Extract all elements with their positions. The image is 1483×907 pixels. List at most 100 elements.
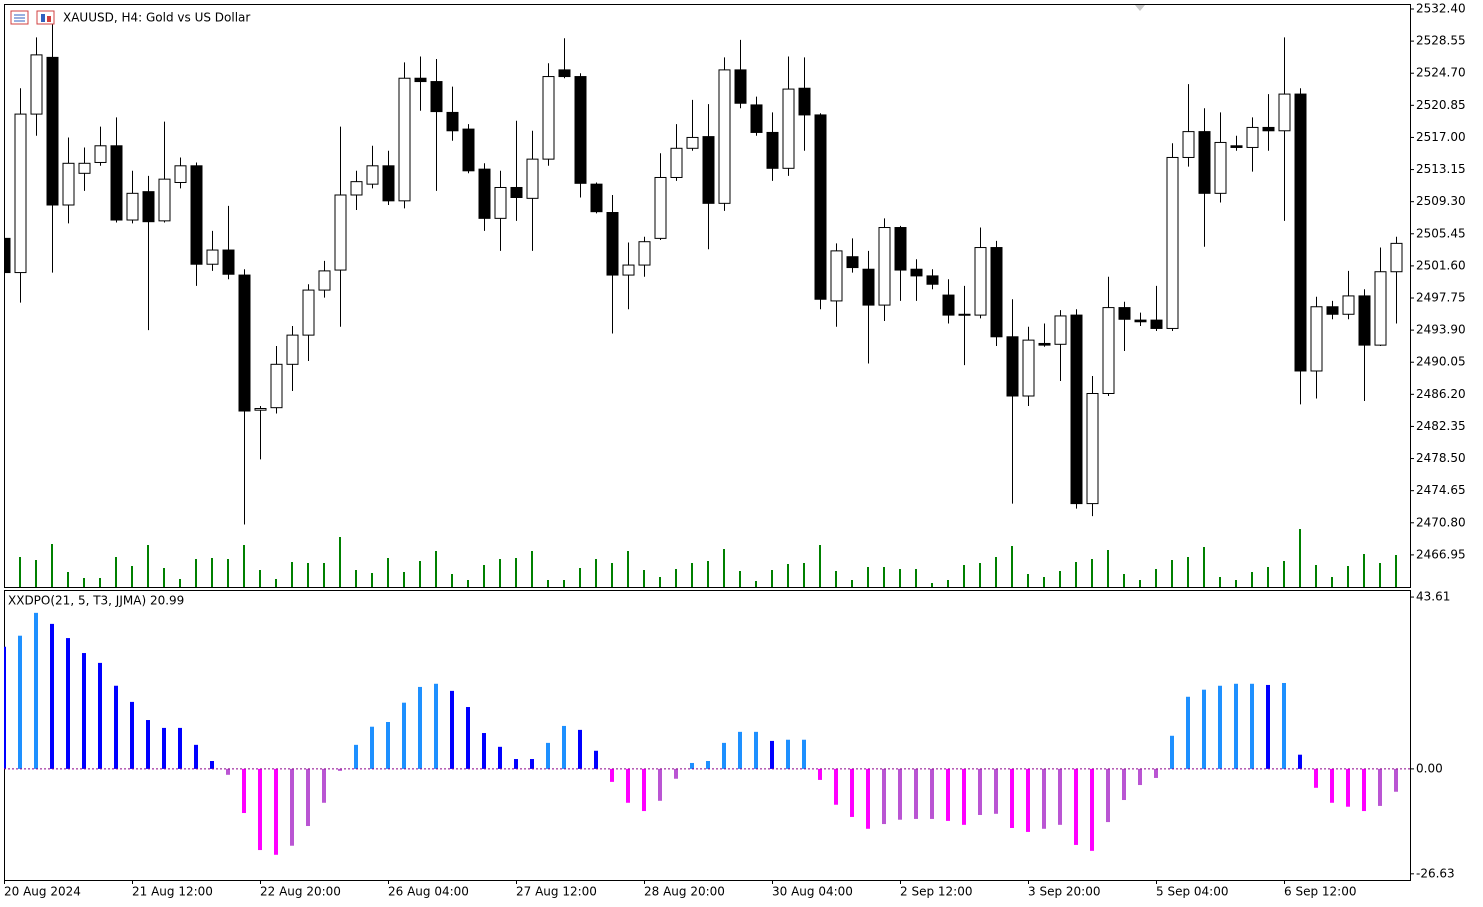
volume-bar [915,569,917,587]
indicator-bar [850,768,854,817]
candle-body [1262,126,1275,132]
x-tick-label: 20 Aug 2024 [4,885,81,899]
x-tick-label: 26 Aug 04:00 [388,885,469,899]
candle-body [734,69,747,104]
volume-bar [1075,562,1077,587]
volume-bar [1091,559,1093,587]
axes: 2532.40 2528.55 2524.70 2520.85 2517.00 2513.… [4,2,1466,899]
candle-body [782,88,795,169]
volume-bar [675,569,677,587]
x-tick-label: 6 Sep 12:00 [1284,885,1356,899]
candle-body [494,186,507,219]
volume-bar [387,558,389,587]
indicator-bar [4,646,6,769]
indicator-bar [98,662,102,769]
indicator-plot [4,612,1410,855]
icon [36,10,55,25]
volume-bar [467,580,469,587]
volume-bar [1123,574,1125,587]
x-tick-label: 5 Sep 04:00 [1156,885,1228,899]
volume-bar [707,561,709,587]
indicator-bar [818,768,822,780]
candle-body [1134,319,1147,323]
volume-bar [723,549,725,587]
candle-body [382,165,395,202]
volume-bar [515,558,517,587]
indicator-bar [626,768,630,803]
candle-body [686,136,699,149]
candle-body [1086,393,1099,505]
indicator-bar [1394,768,1398,792]
indicator-bar [1170,735,1174,769]
volume-bar [1331,577,1333,587]
y-tick-label: 2509.30 [1416,194,1466,208]
candle-body [974,247,987,316]
candle-body [670,147,683,178]
candle-body [350,181,363,196]
indicator-bar [354,744,358,769]
volume-bar [867,567,869,587]
candle-body [1198,131,1211,194]
candle-body [318,270,331,291]
volume-bar [1267,567,1269,587]
volume-bar [531,551,533,587]
candle-body [542,76,555,160]
volume-bar [1363,554,1365,587]
volume-bar [35,560,37,587]
volume-bar [563,580,565,587]
volume-bar [979,563,981,587]
volume-bar [403,572,405,587]
volume-bar [739,571,741,587]
candle-body [94,145,107,163]
volume-bar [1043,577,1045,587]
volume-bar [1251,572,1253,587]
candle-body [878,227,891,306]
candle-body [1278,93,1291,132]
y-tick-label: 2532.40 [1416,2,1466,16]
volume-bar [355,570,357,587]
indicator-bar [994,768,998,814]
main-panel-frame [4,4,1411,588]
candle-body [238,274,251,412]
volume-bar [67,572,69,587]
volume-bar [483,565,485,587]
indicator-bar [530,759,534,769]
candle-body [1070,314,1083,505]
x-tick-label: 2 Sep 12:00 [900,885,972,899]
indicator-bar [914,768,918,819]
candle-body [622,264,635,276]
candle-body [862,268,875,306]
volume-bar [131,566,133,587]
indicator-bar [338,768,342,771]
indicator-bar [1234,683,1238,769]
y-tick-label: 2486.20 [1416,387,1466,401]
volume-bar [1235,580,1237,587]
y-tick-label: 2524.70 [1416,66,1466,80]
volume-bar [19,557,21,587]
volume-bar [659,577,661,587]
candle-body [798,87,811,116]
volume-bar [99,578,101,587]
volume-bar [1315,565,1317,587]
indicator-bar [1074,768,1078,845]
candle-body [750,104,763,133]
volume-bar [803,563,805,587]
volume-bar [1187,557,1189,587]
candle-body [958,313,971,316]
candle-body [846,256,859,269]
y-tick-label: 43.61 [1416,590,1450,604]
volume-bar [1155,569,1157,587]
volume-bar [163,568,165,587]
indicator-bar [466,707,470,769]
indicator-bar [1218,685,1222,769]
candle-body [574,76,587,184]
candle-body [910,268,923,277]
indicator-bar [770,740,774,769]
indicator-bar [66,638,70,769]
indicator-bar [706,761,710,769]
indicator-bar [658,768,662,801]
volume-bar [451,574,453,587]
indicator-bar [274,768,278,855]
